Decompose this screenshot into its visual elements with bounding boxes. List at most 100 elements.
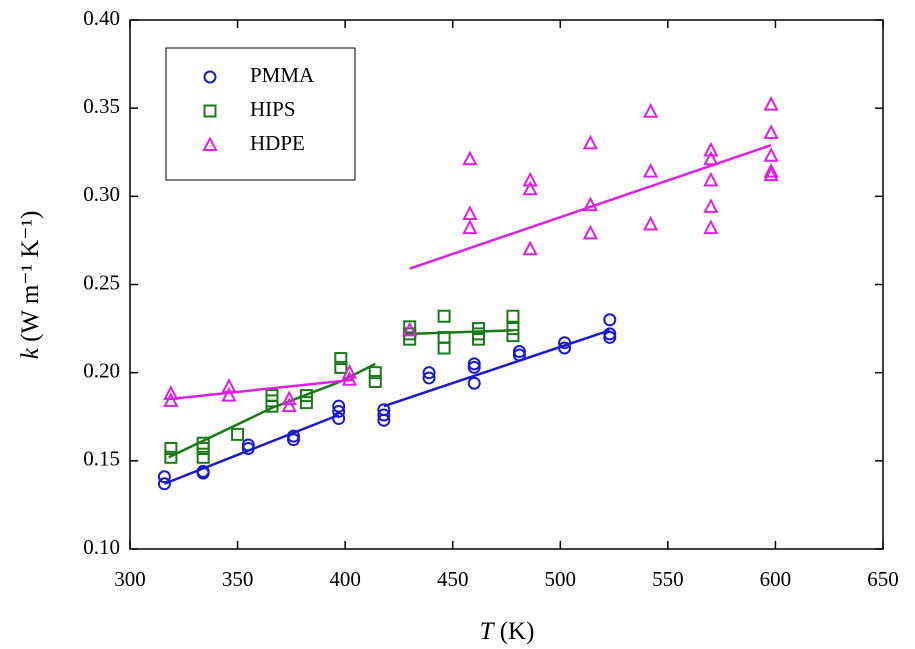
marker	[512, 348, 526, 362]
x-label-unit: (K)	[500, 618, 535, 645]
legend-box	[165, 47, 356, 181]
marker	[163, 392, 179, 407]
x-tick-label: 600	[760, 567, 792, 591]
marker	[462, 205, 478, 220]
marker	[241, 441, 255, 455]
fit-line	[168, 144, 772, 401]
x-tick-label: 550	[652, 567, 684, 591]
marker	[403, 320, 417, 334]
marker	[603, 330, 617, 344]
marker	[506, 309, 520, 323]
marker	[281, 397, 297, 413]
legend-marker	[203, 104, 217, 118]
marker	[164, 441, 178, 455]
marker	[603, 327, 617, 341]
marker	[377, 408, 391, 422]
marker	[522, 171, 538, 187]
marker	[196, 450, 210, 464]
marker	[763, 162, 779, 178]
legend-label: PMMA	[250, 63, 315, 87]
x-tick-label: 500	[545, 567, 577, 591]
marker	[642, 103, 659, 118]
marker	[422, 371, 436, 385]
marker	[642, 162, 659, 178]
y-tick-label: 0.25	[83, 270, 120, 294]
marker	[334, 360, 348, 374]
x-axis-label: T (K)	[480, 618, 535, 645]
marker	[221, 378, 237, 393]
marker	[164, 450, 178, 464]
legend-marker	[203, 70, 217, 84]
marker	[265, 399, 279, 413]
marker	[582, 196, 599, 212]
x-tick-label: 400	[329, 567, 361, 591]
marker	[196, 466, 210, 480]
marker	[512, 345, 526, 359]
y-tick-label: 0.40	[83, 6, 120, 30]
legend-marker	[202, 136, 218, 151]
marker	[467, 360, 481, 374]
marker	[422, 366, 436, 380]
marker	[341, 364, 358, 379]
marker	[703, 219, 719, 235]
marker	[703, 150, 719, 166]
y-tick-label: 0.35	[83, 94, 120, 118]
marker	[763, 124, 779, 139]
marker	[522, 180, 538, 196]
marker	[703, 198, 719, 213]
marker	[467, 376, 481, 390]
marker	[221, 386, 237, 402]
marker	[467, 357, 481, 371]
marker	[402, 321, 418, 337]
marker	[299, 396, 313, 410]
marker	[437, 309, 451, 323]
marker	[763, 166, 779, 182]
marker	[368, 374, 382, 388]
marker	[642, 215, 659, 231]
marker	[163, 385, 179, 400]
marker	[558, 341, 572, 355]
marker	[368, 366, 382, 380]
marker	[299, 389, 313, 403]
x-tick-label: 300	[114, 567, 146, 591]
marker	[506, 322, 520, 336]
marker	[332, 404, 346, 418]
marker	[287, 429, 301, 443]
marker	[157, 477, 171, 491]
marker	[403, 332, 417, 346]
marker	[603, 313, 617, 327]
marker	[763, 95, 779, 111]
marker	[582, 134, 599, 150]
y-tick-label: 0.15	[83, 447, 120, 471]
x-label-symbol: T	[480, 618, 496, 645]
marker	[334, 352, 348, 366]
marker	[558, 336, 572, 350]
marker	[506, 329, 520, 343]
fit-line	[168, 329, 513, 459]
marker	[763, 147, 779, 162]
x-tick-label: 650	[867, 567, 899, 591]
marker	[281, 390, 297, 406]
marker	[582, 224, 599, 240]
y-label-symbol: k	[17, 347, 44, 359]
marker	[703, 171, 719, 187]
legend-label: HIPS	[250, 97, 296, 121]
y-tick-label: 0.30	[83, 182, 120, 206]
legend-label: HDPE	[250, 131, 305, 155]
x-tick-label: 450	[437, 567, 469, 591]
marker	[287, 433, 301, 447]
marker	[437, 341, 451, 355]
marker	[231, 427, 245, 441]
y-axis-label: k (W m⁻¹ K⁻¹)	[17, 211, 44, 360]
marker	[157, 470, 171, 484]
y-label-unit: (W m⁻¹ K⁻¹)	[17, 211, 44, 342]
marker	[522, 240, 538, 256]
fit-line	[163, 329, 611, 485]
marker	[462, 150, 478, 166]
marker	[332, 412, 346, 426]
marker	[196, 441, 210, 455]
y-tick-label: 0.20	[83, 358, 120, 382]
y-tick-label: 0.10	[83, 535, 120, 559]
marker	[332, 399, 346, 413]
